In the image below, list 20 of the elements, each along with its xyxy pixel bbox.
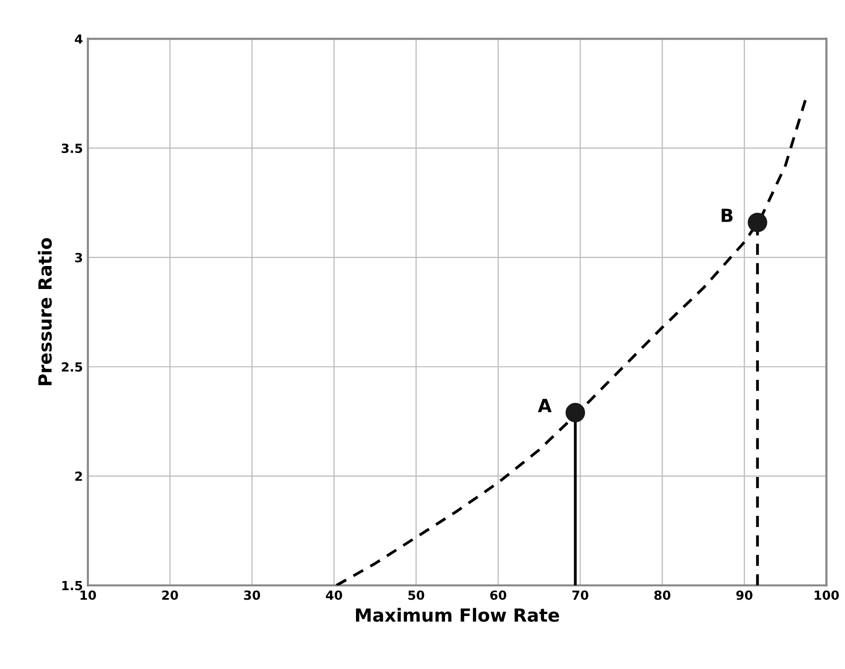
x-tick-label: 70 (572, 590, 588, 600)
x-tick-label: 90 (736, 590, 752, 600)
y-tick-label: 4 (74, 34, 82, 44)
y-tick-label: 2 (75, 472, 82, 481)
y-axis-title: Pressure Ratio (38, 238, 52, 386)
y-tick-label: 3 (75, 252, 82, 262)
x-tick-label: 40 (326, 590, 342, 600)
y-tick-label: 2.5 (62, 362, 82, 372)
annotation: A (538, 398, 552, 412)
x-tick-label: 30 (244, 590, 260, 600)
x-tick-label: 10 (80, 590, 96, 600)
x-tick-label: 60 (490, 590, 506, 600)
annotation: B (722, 208, 733, 222)
y-tick-label: 1.5 (62, 581, 82, 590)
x-axis-title: Maximum Flow Rate (356, 608, 560, 622)
x-tick-label: 80 (654, 590, 670, 600)
x-tick-label: 50 (408, 590, 424, 600)
x-tick-label: 100 (814, 590, 839, 600)
y-tick-label: 3.5 (62, 144, 82, 154)
x-tick-label: 20 (162, 590, 178, 600)
